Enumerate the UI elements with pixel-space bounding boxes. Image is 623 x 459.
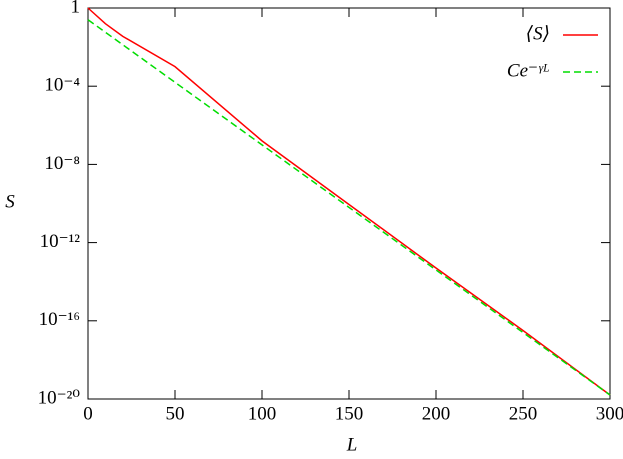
x-tick-label: 0	[83, 403, 93, 424]
y-tick-label: 10⁻¹⁶	[39, 309, 80, 330]
x-tick-label: 100	[248, 403, 277, 424]
y-axis-label: S	[5, 191, 15, 212]
series-line	[87, 19, 611, 396]
y-tick-label: 1	[71, 0, 81, 17]
x-tick-label: 150	[335, 403, 364, 424]
y-tick-label: 10⁻²⁰	[38, 387, 81, 408]
x-tick-label: 300	[596, 403, 623, 424]
series-line	[87, 7, 611, 396]
x-tick-label: 50	[166, 403, 185, 424]
x-axis-label: L	[346, 434, 358, 455]
x-tick-label: 200	[422, 403, 451, 424]
legend-label: ⟨S⟩	[526, 23, 550, 44]
x-tick-label: 250	[509, 403, 538, 424]
y-tick-label: 10⁻⁴	[44, 75, 80, 96]
y-tick-label: 10⁻⁸	[44, 153, 80, 174]
y-tick-label: 10⁻¹²	[40, 231, 81, 252]
legend-label: Ce⁻ᵞᴸ	[507, 60, 550, 81]
